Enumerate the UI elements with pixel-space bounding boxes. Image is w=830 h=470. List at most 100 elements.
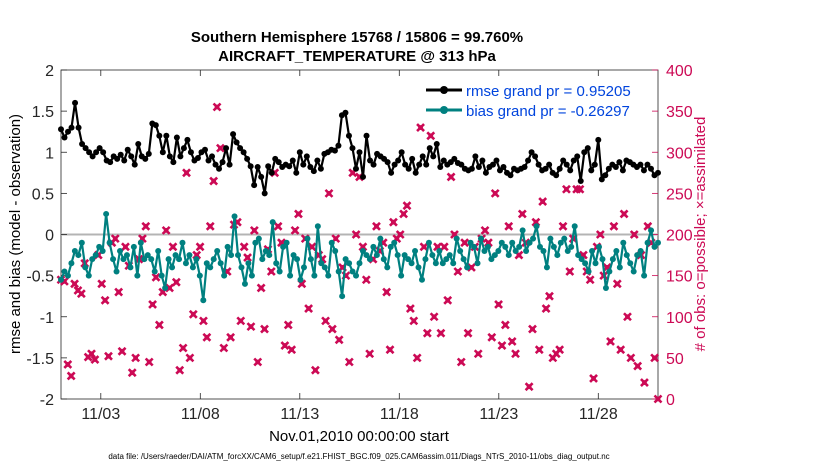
obs-marker-core [313, 367, 318, 373]
rmse-point [655, 169, 661, 176]
obs-marker-core [333, 236, 339, 242]
obs-marker-core [492, 190, 498, 196]
bias-point [276, 268, 283, 275]
obs-marker-core [367, 351, 373, 357]
obs-count-point [310, 365, 320, 375]
bias-point [245, 260, 252, 267]
obs-count-point [507, 337, 517, 346]
obs-count-point [131, 353, 141, 363]
obs-marker-core [489, 334, 495, 340]
obs-marker-core [309, 244, 315, 250]
rmse-point [398, 149, 405, 156]
rmse-point [640, 167, 647, 174]
y-right-tick-label: 300 [666, 145, 693, 162]
bias-point [169, 264, 176, 271]
obs-marker-core [363, 277, 369, 283]
obs-count-point [178, 343, 188, 353]
bias-point [144, 252, 151, 259]
rmse-point [75, 124, 82, 131]
obs-count-point [528, 324, 537, 334]
legend: rmse grand pr = 0.95205 bias grand pr = … [426, 83, 631, 120]
rmse-point [163, 132, 170, 139]
rmse-point [577, 178, 584, 185]
rmse-point [310, 168, 317, 175]
obs-marker-core [72, 281, 77, 287]
obs-count-point [412, 353, 422, 363]
bias-point [262, 247, 269, 254]
bias-point [158, 272, 165, 279]
obs-count-point [199, 316, 208, 326]
rmse-point [58, 126, 64, 133]
y-right-tick-label: 350 [666, 104, 693, 121]
rmse-point [588, 167, 595, 174]
bias-point [224, 243, 231, 250]
bias-point [297, 276, 304, 283]
bias-point [214, 247, 221, 254]
bias-point [606, 268, 613, 275]
obs-count-point [266, 267, 276, 276]
obs-count-point [216, 143, 225, 153]
bias-point [425, 239, 432, 246]
obs-count-point [195, 242, 205, 252]
rmse-point [300, 161, 307, 168]
obs-count-point [517, 209, 527, 219]
bias-point [241, 280, 248, 287]
bias-point [384, 264, 391, 271]
rmse-point [602, 172, 609, 179]
rmse-point [570, 157, 577, 164]
obs-count-point [117, 346, 127, 356]
obs-count-point [209, 176, 219, 186]
bias-point [307, 256, 314, 263]
bias-point [557, 239, 564, 246]
rmse-point [412, 169, 419, 176]
bias-point [387, 243, 394, 250]
rmse-point [100, 149, 107, 156]
bias-point [467, 239, 474, 246]
obs-marker-core [170, 244, 176, 250]
obs-marker-core [564, 186, 569, 192]
bias-point [68, 260, 75, 267]
obs-marker-core [597, 232, 603, 237]
obs-count-point [212, 102, 222, 112]
y-axis-left-label: rmse and bias (model - observation) [7, 114, 24, 354]
obs-count-point [66, 371, 76, 381]
rmse-point [426, 145, 433, 152]
obs-marker-core [458, 359, 464, 365]
obs-marker-core [129, 370, 135, 376]
rmse-point [402, 161, 409, 168]
bias-point [543, 264, 550, 271]
obs-count-point [429, 312, 439, 322]
bias-point [78, 239, 85, 246]
rmse-point [563, 161, 570, 168]
y-right-tick-label: 400 [666, 63, 693, 80]
bias-point [179, 239, 186, 246]
obs-marker-core [102, 297, 108, 303]
obs-marker-core [190, 311, 196, 317]
bias-point [141, 256, 148, 263]
obs-count-point [402, 201, 412, 211]
obs-marker-core [99, 281, 105, 287]
obs-marker-core [245, 255, 250, 260]
bias-point [172, 252, 179, 259]
rmse-point [331, 147, 338, 154]
rmse-point [82, 145, 89, 152]
bias-point [484, 243, 491, 250]
x-axis-label: Nov.01,2010 00:00:00 start [269, 428, 450, 445]
bias-point [346, 260, 353, 267]
bias-point [481, 247, 488, 254]
obs-marker-core [68, 373, 74, 379]
x-tick-label: 11/13 [280, 406, 319, 423]
bias-point [512, 247, 519, 254]
rmse-point [286, 163, 293, 170]
rmse-point [584, 145, 591, 152]
rmse-point [121, 157, 128, 164]
obs-marker-core [187, 355, 193, 361]
bias-point [377, 235, 384, 242]
obs-marker-core [407, 306, 413, 311]
obs-marker-core [587, 277, 593, 283]
bias-point [280, 243, 287, 250]
obs-marker-core [414, 355, 420, 361]
bias-point [380, 256, 387, 263]
rmse-point [314, 157, 321, 164]
obs-marker-core [404, 203, 410, 209]
